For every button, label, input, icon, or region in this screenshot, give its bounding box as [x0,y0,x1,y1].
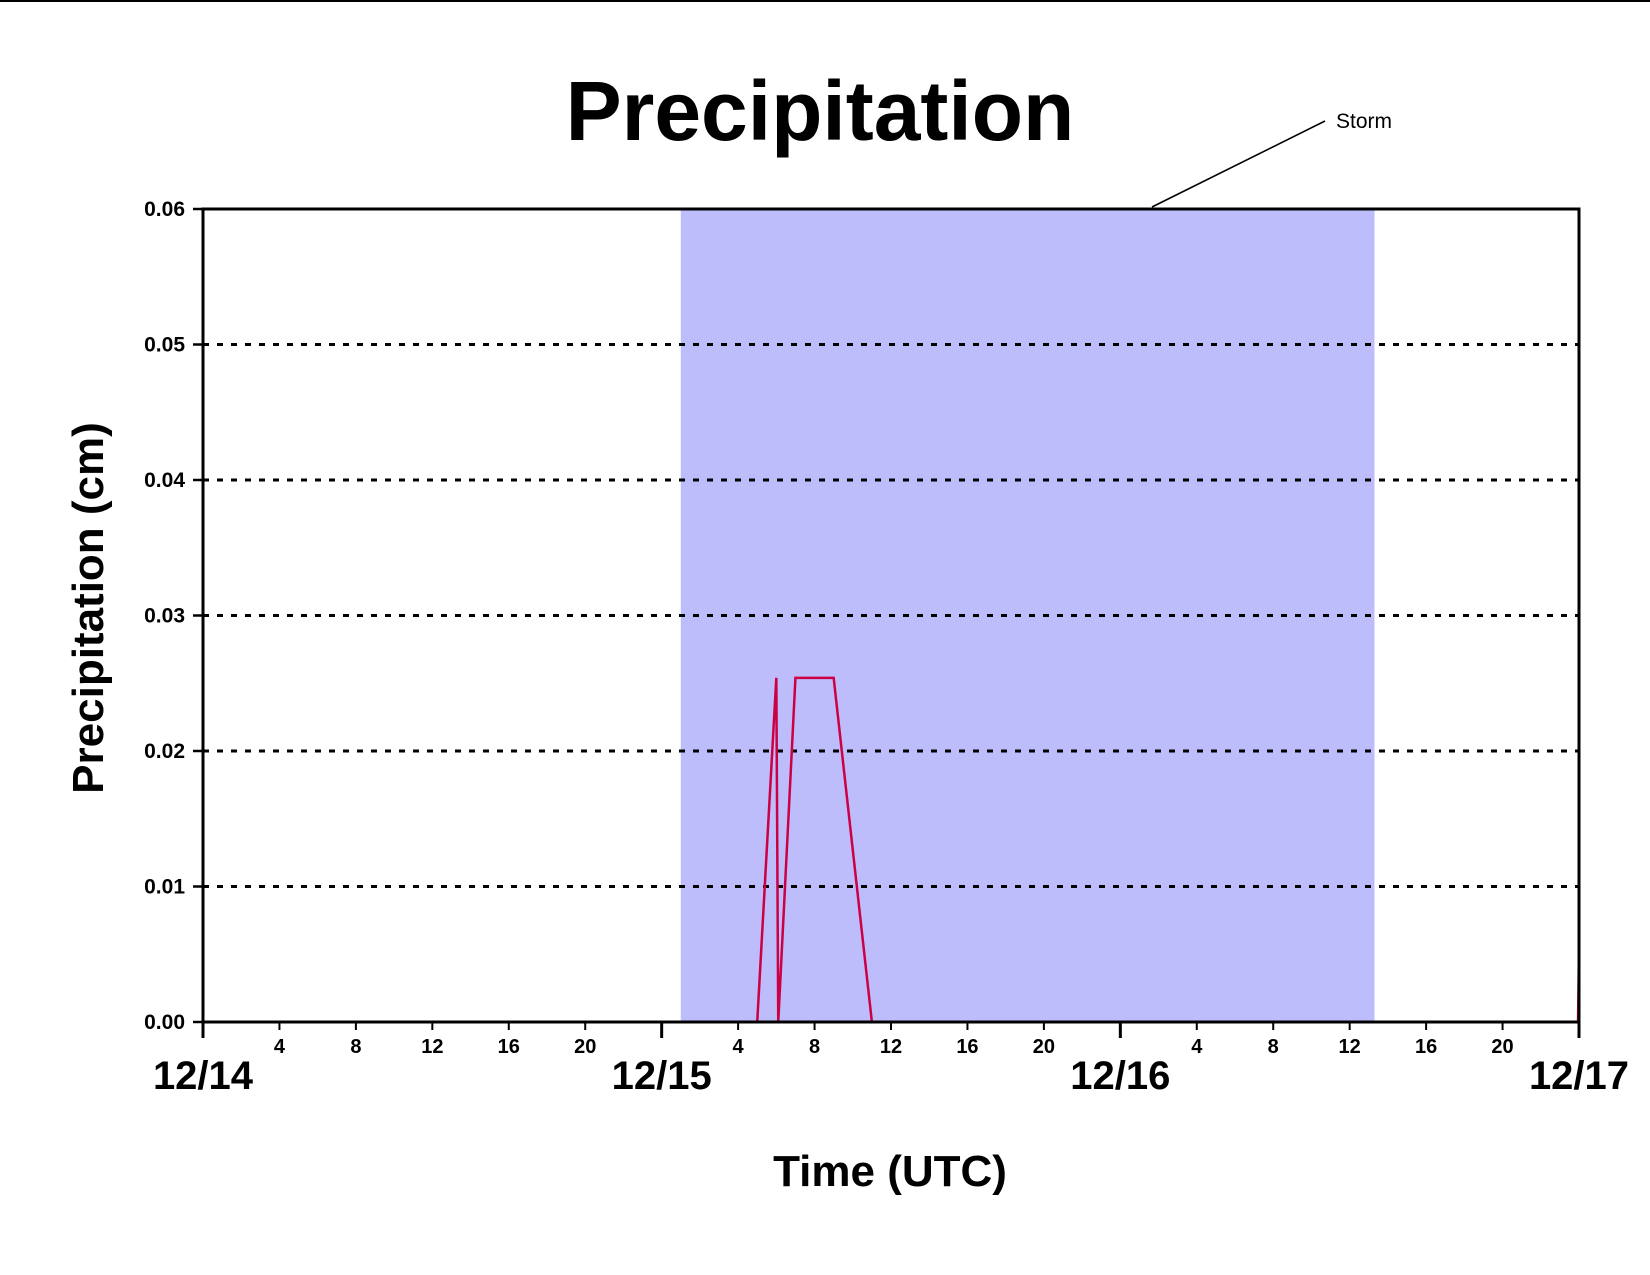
y-tick-label: 0.02 [144,740,185,763]
storm-annotation-label: Storm [1336,110,1392,133]
x-hour-tick-label: 16 [498,1036,520,1058]
y-tick-label: 0.05 [144,334,185,357]
x-axis-label: Time (UTC) [773,1147,1007,1196]
x-date-tick-label: 12/15 [612,1054,712,1098]
y-tick-label: 0.04 [144,469,185,492]
x-date-tick-label: 12/17 [1529,1054,1629,1098]
x-hour-tick-label: 16 [1415,1036,1437,1058]
x-hour-tick-label: 4 [274,1036,286,1058]
x-hour-tick-label: 4 [1191,1036,1203,1058]
x-hour-tick-label: 20 [1491,1036,1513,1058]
storm-annotation-leader [1151,120,1326,208]
x-hour-tick-label: 4 [733,1036,745,1058]
x-hour-tick-label: 8 [809,1036,820,1058]
x-hour-tick-label: 12 [421,1036,443,1058]
y-tick-label: 0.03 [144,605,185,628]
x-hour-tick-label: 20 [574,1036,596,1058]
x-hour-tick-label: 20 [1033,1036,1055,1058]
x-hour-tick-label: 8 [1268,1036,1279,1058]
axes-layer: 0.00 0.01 0.02 0.03 0.04 0.05 0.06 4 8 12 16 20 4 8 12… [144,198,1629,1098]
x-hour-tick-label: 12 [1339,1036,1361,1058]
x-hour-tick-label: 16 [956,1036,978,1058]
x-date-tick-label: 12/16 [1070,1054,1170,1098]
chart-title: Precipitation [566,64,1075,158]
x-hour-tick-label: 8 [350,1036,361,1058]
x-date-tick-label: 12/14 [153,1054,254,1098]
grid-layer [203,343,1579,888]
x-hour-tick-label: 12 [880,1036,902,1058]
y-tick-label: 0.06 [144,198,185,221]
annotation-layer [0,0,1650,208]
y-tick-label: 0.00 [144,1011,185,1034]
y-axis-label: Precipitation (cm) [64,422,113,794]
y-tick-label: 0.01 [144,876,185,899]
